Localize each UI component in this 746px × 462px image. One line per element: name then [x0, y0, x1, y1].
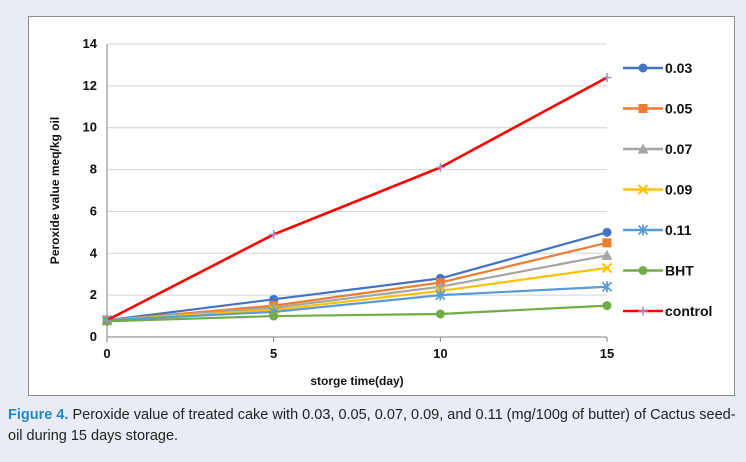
series-line-control	[106, 76, 608, 322]
legend-label-control: control	[665, 303, 712, 319]
series-line-BHT	[106, 304, 608, 323]
data-point-BHT-5	[269, 311, 279, 321]
legend-marker-0.05	[638, 104, 648, 113]
line-chart: 0 2 4 6 8 10 12 14 0 5 10 15 storge time(day) Peroxid…	[48, 36, 712, 388]
series-line-0.03	[106, 231, 608, 322]
data-point-0.03-15	[602, 227, 612, 237]
legend-marker-0.09	[637, 184, 649, 195]
legend-label-0.07: 0.07	[665, 141, 692, 157]
data-point-0.05-15	[602, 238, 612, 248]
caption-text: Peroxide value of treated cake with 0.03…	[8, 407, 736, 444]
legend-label-0.09: 0.09	[665, 182, 692, 198]
data-point-0.11-15	[601, 281, 613, 293]
x-tick-label-10: 10	[433, 346, 447, 361]
legend-marker-BHT	[638, 266, 648, 275]
y-tick-label-0: 0	[90, 329, 97, 344]
x-axis-title: storge time(day)	[310, 374, 403, 388]
data-point-0.09-15	[601, 262, 613, 274]
data-point-BHT-15	[602, 301, 612, 311]
legend-label-0.05: 0.05	[665, 101, 692, 117]
y-tick-label-8: 8	[90, 162, 97, 177]
legend-marker-0.07	[637, 143, 649, 154]
y-tick-label-14: 14	[83, 36, 98, 51]
data-point-control-15	[602, 72, 612, 82]
data-point-0.07-15	[601, 249, 613, 260]
y-tick-label-12: 12	[83, 78, 97, 93]
legend-marker-0.11	[637, 224, 649, 236]
x-tick-label-5: 5	[270, 346, 277, 361]
x-tick-label-0: 0	[103, 346, 110, 361]
legend-marker-0.03	[638, 63, 648, 73]
x-tick-label-15: 15	[600, 346, 614, 361]
y-axis-title: Peroxide value meq/kg oil	[48, 117, 62, 264]
data-point-control-0	[102, 315, 112, 325]
y-tick-label-6: 6	[90, 203, 97, 218]
legend-label-BHT: BHT	[665, 263, 694, 279]
data-point-BHT-10	[435, 309, 445, 319]
series-line-0.11	[106, 285, 608, 322]
caption-label: Figure 4.	[8, 407, 69, 423]
legend-label-0.03: 0.03	[665, 60, 692, 76]
data-point-control-5	[269, 229, 279, 239]
y-tick-label-10: 10	[83, 120, 97, 135]
chart-frame: 0 2 4 6 8 10 12 14 0 5 10 15 storge time(day) Peroxid…	[28, 16, 735, 396]
y-tick-label-2: 2	[90, 287, 97, 302]
data-point-control-10	[435, 162, 445, 172]
y-tick-label-4: 4	[90, 245, 98, 260]
data-point-0.11-10	[435, 289, 446, 301]
figure-caption: Figure 4. Peroxide value of treated cake…	[8, 405, 744, 447]
legend-label-0.11: 0.11	[665, 222, 692, 238]
legend-marker-control	[638, 306, 648, 316]
